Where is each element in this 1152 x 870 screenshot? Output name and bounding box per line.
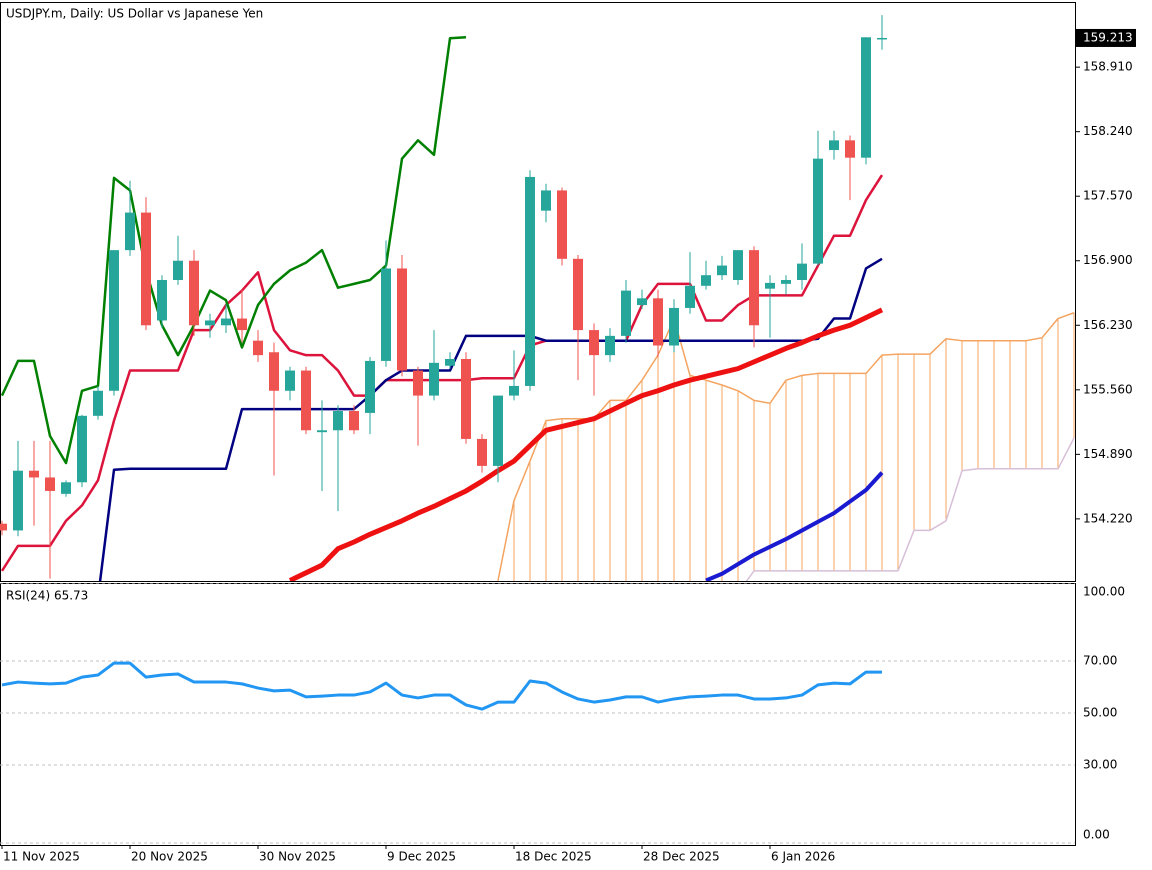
candle-body	[125, 212, 135, 251]
candle-body	[77, 415, 87, 483]
rsi-panel	[0, 583, 1076, 846]
y-tick-label: 100.00	[1083, 585, 1125, 599]
y-tick-label: 156.900	[1083, 253, 1133, 267]
cloud-span-b	[745, 437, 1075, 581]
indicator-line	[288, 307, 884, 581]
candle-body	[29, 470, 39, 478]
candle-body	[733, 250, 743, 281]
candle-body	[765, 282, 775, 289]
y-tick-label: 30.00	[1083, 758, 1117, 772]
candle-body	[829, 140, 839, 150]
candle-body	[877, 37, 887, 40]
candle-body	[573, 258, 583, 331]
candle-body	[685, 285, 695, 308]
candle-body	[13, 470, 23, 531]
candle-body	[109, 250, 119, 391]
candle-body	[365, 360, 375, 413]
candle-body	[637, 298, 647, 306]
candle-body	[461, 358, 471, 439]
candle-body	[253, 340, 263, 356]
candle-body	[845, 140, 855, 158]
price-tag	[1076, 28, 1136, 47]
price-panel	[0, 2, 1076, 582]
y-tick-label: 156.230	[1083, 318, 1133, 332]
candle-body	[477, 438, 487, 466]
candle-body	[413, 370, 423, 396]
candle-body	[93, 390, 103, 416]
candle-body	[861, 37, 871, 158]
candle-body	[173, 260, 183, 281]
candle-body	[157, 280, 167, 321]
candle-body	[717, 265, 727, 276]
candle-body	[317, 430, 327, 433]
candle-body	[237, 318, 247, 331]
indicator-line	[705, 471, 884, 581]
x-tick-label: 30 Nov 2025	[259, 850, 336, 864]
candle-body	[701, 275, 711, 286]
y-tick-label: 158.910	[1083, 60, 1133, 74]
rsi-title: RSI(24) 65.73	[6, 589, 88, 603]
indicator-line	[98, 257, 883, 581]
candle-body	[349, 411, 359, 431]
candle-body	[509, 385, 519, 396]
y-tick-label: 155.560	[1083, 382, 1133, 396]
y-tick-label: 158.240	[1083, 124, 1133, 138]
candle-body	[205, 320, 215, 326]
candle-body	[781, 280, 791, 284]
y-tick-label: 0.00	[1083, 828, 1110, 842]
indicator-line	[0, 36, 467, 465]
x-tick-label: 9 Dec 2025	[387, 850, 456, 864]
candle-body	[605, 335, 615, 356]
candle-body	[269, 352, 279, 391]
candle-body	[749, 250, 759, 326]
candle-body	[813, 158, 823, 264]
x-tick-label: 28 Dec 2025	[643, 850, 720, 864]
candle-body	[397, 268, 407, 371]
candle-body	[333, 411, 343, 431]
candle-body	[141, 212, 151, 326]
indicator-line	[0, 174, 884, 572]
y-tick-label: 70.00	[1083, 654, 1117, 668]
x-tick-label: 18 Dec 2025	[515, 850, 592, 864]
candle-body	[189, 260, 199, 326]
candle-body	[653, 298, 663, 346]
candle-body	[589, 330, 599, 356]
candle-body	[669, 307, 679, 346]
y-tick-label: 154.220	[1083, 511, 1133, 525]
candle-body	[493, 395, 503, 466]
candle-body	[0, 523, 7, 531]
candle-body	[61, 482, 71, 494]
y-tick-label: 157.570	[1083, 189, 1133, 203]
candle-body	[445, 358, 455, 366]
chart-title: USDJPY.m, Daily: US Dollar vs Japanese Y…	[6, 7, 263, 21]
rsi-line	[1, 661, 882, 711]
y-tick-label: 50.00	[1083, 706, 1117, 720]
candle-body	[541, 190, 551, 211]
price-tag-label: 159.213	[1083, 30, 1133, 44]
candle-body	[381, 268, 391, 361]
candle-body	[621, 290, 631, 336]
candle-body	[45, 477, 55, 491]
x-tick-label: 20 Nov 2025	[131, 850, 208, 864]
candle-body	[301, 370, 311, 431]
candle-body	[221, 318, 231, 326]
x-tick-label: 11 Nov 2025	[3, 850, 80, 864]
candle-body	[557, 190, 567, 259]
candle-body	[429, 362, 439, 396]
x-tick-label: 6 Jan 2026	[771, 850, 835, 864]
candle-body	[797, 263, 807, 281]
candle-body	[525, 176, 535, 386]
candle-body	[285, 370, 295, 391]
y-tick-label: 154.890	[1083, 447, 1133, 461]
